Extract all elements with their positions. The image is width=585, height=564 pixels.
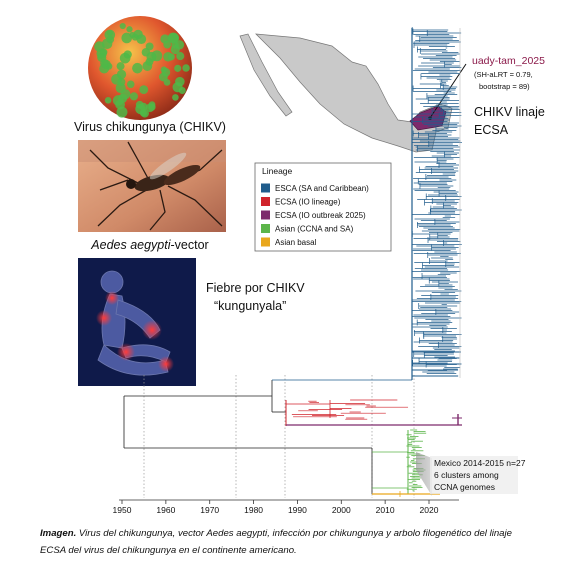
virus-spike [174,40,185,50]
legend-swatch [261,237,270,247]
time-axis: 1950 1960 1970 1980 1990 2000 2010 2020 [113,499,459,515]
virus-spike [176,52,185,61]
annotation-name: uady-tam_2025 [472,55,545,67]
virus-image [88,16,192,120]
note-box [430,456,518,494]
legend: Lineage ESCA (SA and Caribbean) ECSA (IO … [254,162,392,252]
annotation-detail: bootstrap = 89) [479,82,530,91]
note-pointer [416,452,432,496]
mexico-note: CCNA genomes [434,482,495,492]
virus-spike [161,67,171,77]
virus-spike [142,61,153,71]
virus-spike [119,22,126,30]
legend-label: Asian basal [275,238,317,247]
legend-label: Asian (CCNA and SA) [275,225,354,234]
virus-spike [117,77,126,86]
virus-spike [163,78,171,86]
virus-spike [172,82,183,93]
virus-spike [148,103,156,111]
vector-suffix: -vector [171,238,209,252]
tick-label: 2000 [332,505,351,515]
virus-spike [100,58,109,68]
dotted-guides [143,375,415,498]
virus-spike [104,29,116,41]
virus-spike [104,97,112,104]
legend-label: ECSA (IO lineage) [275,198,341,207]
legend-title: Lineage [262,166,293,176]
clade-label: ECSA [474,123,509,137]
virus-spike [116,69,127,80]
virus-spike [136,34,147,45]
virus-spike [167,53,175,61]
tick-label: 1980 [244,505,263,515]
legend-label: ESCA (SA and Caribbean) [275,184,369,193]
mexico-note: 6 clusters among [434,470,499,480]
mexico-map [239,33,467,153]
legend-swatch [261,197,270,206]
fever-label: “kungunyala” [214,299,286,313]
tick-label: 1970 [200,505,219,515]
caption-text: Virus del chikungunya, vector Aedes aegy… [76,528,512,539]
virus-spike [116,62,125,71]
legend-swatch [261,183,270,193]
virus-spike [126,26,133,33]
virus-spike [126,80,135,89]
virus-spike [182,64,190,72]
caption: Imagen. Virus del chikungunya, vector Ae… [40,528,512,539]
fever-label: Fiebre por CHIKV [206,281,305,295]
vector-species: Aedes aegypti [90,238,171,252]
legend-swatch [261,224,270,233]
mexico-note: Mexico 2014-2015 n=27 [434,458,526,468]
virus-spike [101,38,113,50]
tick-label: 1960 [156,505,175,515]
tick-label: 1990 [288,505,307,515]
virus-spike [151,50,163,62]
tick-label: 2010 [376,505,395,515]
virus-spike [132,62,143,74]
virus-spike [172,94,179,101]
virus-spike [116,106,128,118]
legend-label: ECSA (IO outbreak 2025) [275,211,366,220]
caption-text: ECSA del virus del chikungunya en el con… [40,545,297,556]
phylogenetic-tree [123,27,462,497]
virus-spike [139,102,148,111]
legend-swatch [261,210,270,220]
vector-label: Aedes aegypti-vector [90,238,208,252]
virus-spike [174,64,182,72]
tick-label: 2020 [420,505,439,515]
virus-spike [163,40,172,49]
caption-label: Imagen. [40,528,76,539]
virus-spike [167,32,179,44]
tick-label: 1950 [113,505,132,515]
virus-label: Virus chikungunya (CHIKV) [74,120,226,134]
clade-label: CHIKV linaje [474,105,545,119]
fever-image [78,258,196,386]
mosquito-image [78,140,226,232]
annotation-detail: (SH-aLRT = 0.79, [474,70,533,79]
virus-spike [139,85,149,95]
virus-spike [129,92,138,101]
virus-spike [120,89,131,100]
virus-spike [100,48,108,56]
virus-spike [119,52,131,64]
